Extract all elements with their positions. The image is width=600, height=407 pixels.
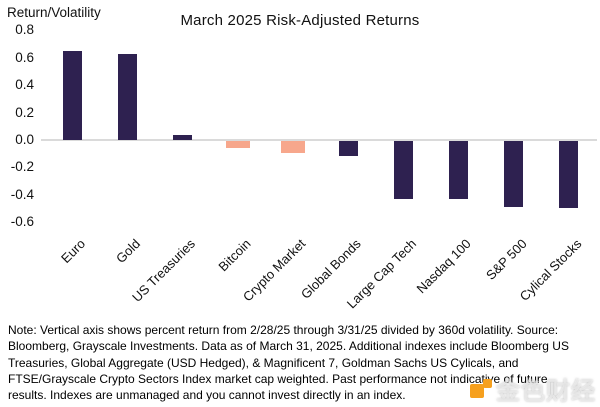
y-tick-label-0.6: 0.6 xyxy=(15,49,34,65)
x-label-bitcoin: Bitcoin xyxy=(215,236,254,275)
footnote-line: results. Indexes are unmanaged and you c… xyxy=(8,388,406,403)
watermark-text: 金色财经 xyxy=(496,378,596,405)
y-tick-label-0.2: 0.2 xyxy=(15,104,34,120)
footnote-line: Treasuries, Global Aggregate (USD Hedged… xyxy=(8,355,519,370)
bar-large-cap-tech xyxy=(393,141,413,199)
y-tick-label-0.8: 0.8 xyxy=(15,22,34,38)
footnote-line: FTSE/Grayscale Crypto Sectors Index mark… xyxy=(8,371,548,386)
bar-s-p-500 xyxy=(504,141,524,207)
bar-us-treasuries xyxy=(173,134,193,140)
y-tick-label--0.4: -0.4 xyxy=(10,186,34,202)
bar-crypto-market xyxy=(281,141,306,154)
bar-euro xyxy=(63,50,82,140)
bar-global-bonds xyxy=(338,141,358,157)
x-label-euro: Euro xyxy=(58,236,89,267)
bar-bitcoin xyxy=(225,141,250,148)
bar-cylical-stocks xyxy=(559,141,579,209)
chart-title: March 2025 Risk-Adjusted Returns xyxy=(180,12,420,29)
footnote-line: Note: Vertical axis shows percent return… xyxy=(8,323,559,337)
y-tick-label--0.6: -0.6 xyxy=(10,214,34,230)
x-label-nasdaq-100: Nasdaq 100 xyxy=(413,236,475,297)
x-label-s-p-500: S&P 500 xyxy=(482,236,530,283)
watermark: 金色财经 xyxy=(470,371,596,406)
zero-axis-line xyxy=(41,139,597,141)
bar-nasdaq-100 xyxy=(449,141,469,199)
jinse-logo-icon xyxy=(470,377,492,401)
x-label-gold: Gold xyxy=(113,236,144,267)
y-tick-label-0.4: 0.4 xyxy=(15,77,34,93)
y-tick-label-0.0: 0.0 xyxy=(15,132,34,147)
y-tick-label--0.2: -0.2 xyxy=(10,159,34,175)
footnote-line: Bloomberg, Grayscale Investments. Data a… xyxy=(8,339,569,354)
y-axis-title: Return/Volatility xyxy=(7,5,101,20)
bar-gold xyxy=(118,53,138,140)
footnote: Note: Vertical axis shows percent return… xyxy=(8,322,598,403)
